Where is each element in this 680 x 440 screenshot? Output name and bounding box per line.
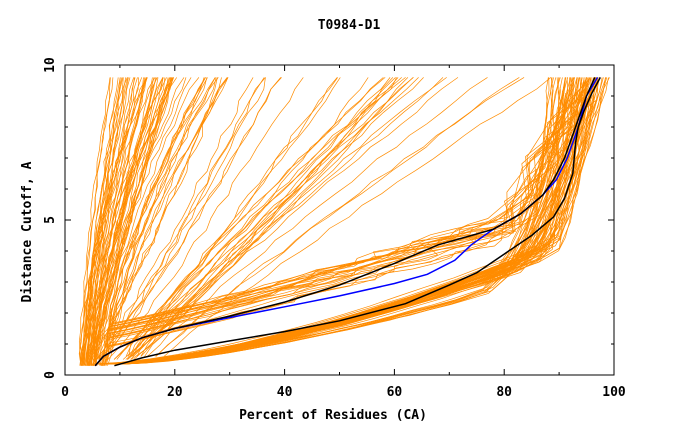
model-curve — [92, 77, 167, 366]
model-curve — [78, 77, 114, 366]
model-curve — [95, 77, 266, 360]
model-curve — [81, 77, 127, 366]
y-axis-label: Distance Cutoff, A — [20, 161, 35, 302]
model-curve — [90, 77, 228, 360]
model-curve — [110, 77, 606, 365]
highlighted-model-curves — [94, 77, 601, 367]
model-curve — [94, 77, 599, 365]
model-curve — [92, 77, 587, 365]
x-tick-label: 60 — [387, 385, 403, 400]
model-curve — [88, 77, 147, 366]
model-curve — [108, 79, 597, 327]
x-axis-label: Percent of Residues (CA) — [239, 408, 427, 423]
highlight-series-3 — [114, 77, 601, 367]
y-axis: 0 5 10 — [43, 57, 614, 379]
model-curve — [108, 83, 579, 330]
model-curve — [88, 77, 156, 366]
y-tick-label: 0 — [43, 371, 58, 379]
model-curve — [102, 77, 216, 366]
highlight-series-2 — [94, 77, 596, 367]
model-curve — [127, 77, 406, 357]
model-curve — [97, 77, 192, 366]
model-curve — [108, 82, 583, 330]
model-curve — [92, 77, 173, 366]
model-curve — [97, 77, 266, 360]
model-curve — [108, 91, 573, 339]
model-curve — [107, 77, 304, 360]
chart-title: T0984-D1 — [318, 18, 381, 33]
model-curve — [108, 83, 590, 331]
model-curve — [107, 77, 229, 366]
x-tick-label: 0 — [61, 385, 69, 400]
model-curve — [99, 77, 200, 366]
model-curve — [78, 77, 111, 366]
model-curve — [108, 100, 598, 348]
model-curve — [130, 77, 396, 357]
x-axis: 0 20 40 60 80 100 — [61, 65, 626, 400]
model-curve — [84, 77, 136, 366]
x-tick-label: 40 — [277, 385, 293, 400]
model-curve — [99, 77, 187, 366]
model-curve — [108, 91, 584, 339]
model-curve — [108, 80, 589, 328]
x-tick-label: 20 — [167, 385, 183, 400]
model-curve — [132, 77, 414, 357]
background-model-curves — [78, 77, 610, 366]
model-curve — [93, 77, 174, 366]
model-curve — [85, 77, 144, 366]
y-tick-label: 5 — [43, 216, 58, 224]
model-curve — [108, 82, 587, 330]
x-tick-label: 100 — [602, 385, 626, 400]
model-curve — [108, 90, 565, 338]
model-curve — [102, 77, 208, 366]
model-curve — [113, 77, 574, 365]
model-curve — [147, 77, 488, 357]
model-curve — [86, 77, 139, 366]
model-curve — [93, 77, 174, 366]
y-tick-label: 10 — [43, 57, 58, 73]
model-curve — [125, 77, 386, 357]
model-curve — [140, 77, 447, 357]
model-curve — [108, 92, 566, 340]
model-curve — [96, 77, 254, 360]
x-tick-label: 80 — [496, 385, 512, 400]
model-curve — [102, 77, 282, 360]
model-curve — [87, 77, 146, 366]
model-curve — [81, 77, 119, 366]
model-curve — [84, 77, 135, 366]
model-curve — [108, 99, 572, 346]
model-curve — [95, 77, 185, 366]
model-curve — [89, 77, 155, 366]
model-curve — [103, 77, 216, 366]
model-curve — [96, 77, 265, 360]
